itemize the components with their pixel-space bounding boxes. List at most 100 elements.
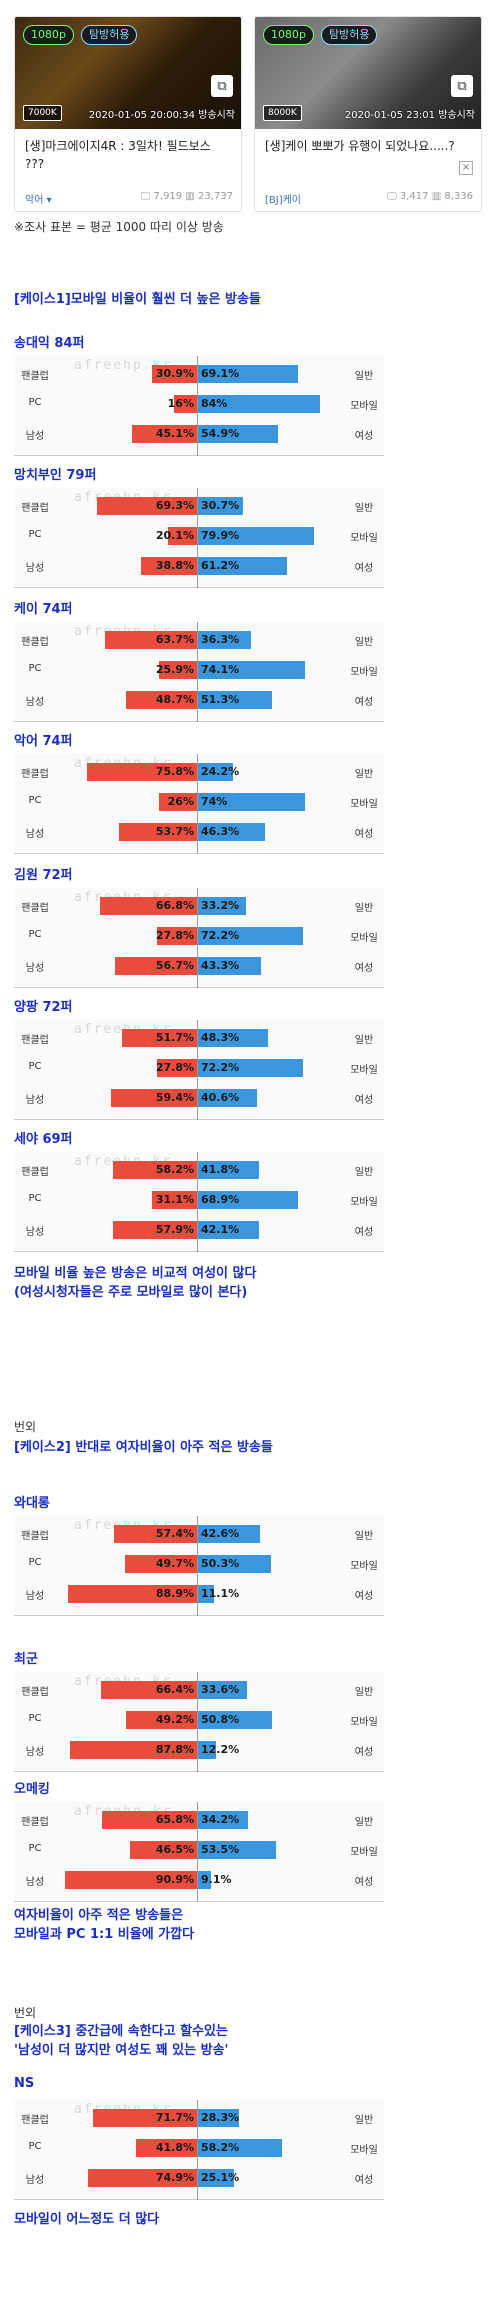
row-label-left: PC — [28, 1193, 42, 1204]
value-label-right: 74% — [201, 795, 228, 808]
row-label-left: 팬클럽 — [21, 1531, 49, 1542]
chart-row: 남성 87.8% 12.2% 여성 — [14, 1740, 384, 1760]
row-label-left: 팬클럽 — [21, 769, 49, 780]
bar-left — [104, 631, 197, 649]
chart-row: 남성 45.1% 54.9% 여성 — [14, 424, 384, 444]
row-label-left: 남성 — [25, 2175, 45, 2186]
value-label-left: 87.8% — [155, 1743, 194, 1756]
case3-pre: 번외 — [14, 2006, 37, 2020]
bar-left — [93, 2109, 197, 2127]
row-label-left: 남성 — [25, 563, 45, 574]
bar-right — [198, 1871, 212, 1889]
row-label-right: 모바일 — [350, 1561, 378, 1572]
bar-left — [129, 1841, 197, 1859]
bar-left — [110, 1089, 197, 1107]
bar-right — [198, 1161, 259, 1179]
bar-left — [87, 763, 197, 781]
row-label-right: 모바일 — [350, 1847, 378, 1858]
row-label-right: 여성 — [354, 1095, 374, 1106]
chart-row: 팬클럽 63.7% 36.3% 일반 — [14, 630, 384, 650]
ratio-chart: afreehp.kr팬클럽66.4%33.6%일반PC49.2%50.8%모바일… — [14, 1672, 384, 1772]
close-icon[interactable]: × — [459, 161, 473, 175]
value-label-right: 51.3% — [201, 693, 240, 706]
value-label-left: 25.9% — [155, 663, 194, 676]
value-label-left: 16% — [167, 397, 194, 410]
streamer-title: 악어 74퍼 — [14, 734, 73, 749]
value-label-left: 48.7% — [155, 693, 194, 706]
bar-right — [198, 1029, 269, 1047]
chart-row: 팬클럽 65.8% 34.2% 일반 — [14, 1810, 384, 1830]
bar-left — [122, 1029, 197, 1047]
chart-icon: ▥ — [431, 191, 442, 202]
bar-right — [198, 557, 287, 575]
streamer-title: 와대롱 — [14, 1496, 50, 1511]
center-axis — [197, 488, 198, 588]
bar-left — [101, 1811, 197, 1829]
row-label-right: 모바일 — [350, 1197, 378, 1208]
ratio-chart: afreehp.kr팬클럽58.2%41.8%일반PC31.1%68.9%모바일… — [14, 1152, 384, 1252]
bar-left — [113, 1525, 197, 1543]
value-label-right: 68.9% — [201, 1193, 240, 1206]
bar-right — [198, 497, 243, 515]
chart-row: 팬클럽 75.8% 24.2% 일반 — [14, 762, 384, 782]
broadcast-card[interactable]: 1080p 탐방허용 ⧉ 7000K 2020-01-05 20:00:34 방… — [14, 16, 242, 212]
bar-right — [198, 2169, 235, 2187]
center-axis — [197, 1020, 198, 1120]
chart-row: PC 49.7% 50.3% 모바일 — [14, 1554, 384, 1574]
row-label-left: 팬클럽 — [21, 1817, 49, 1828]
stats: 🖵 7,919 ▥ 23,737 — [140, 191, 233, 202]
bar-left — [140, 557, 197, 575]
value-label-right: 42.1% — [201, 1223, 240, 1236]
value-label-left: 58.2% — [155, 1163, 194, 1176]
row-label-right: 일반 — [354, 371, 374, 382]
streamer-title: 케이 74퍼 — [14, 602, 73, 617]
streamer-title: 양팡 72퍼 — [14, 1000, 73, 1015]
pip-icon[interactable]: ⧉ — [451, 75, 473, 97]
row-label-right: 모바일 — [350, 1065, 378, 1076]
card-meta: 악어 ▾ 🖵 7,919 ▥ 23,737 — [25, 191, 233, 206]
bar-left — [125, 1711, 197, 1729]
center-axis — [197, 888, 198, 988]
ratio-chart: afreehp.kr팬클럽71.7%28.3%일반PC41.8%58.2%모바일… — [14, 2100, 384, 2200]
ratio-chart: afreehp.kr팬클럽57.4%42.6%일반PC49.7%50.3%모바일… — [14, 1516, 384, 1616]
bar-right — [198, 1525, 260, 1543]
value-label-left: 65.8% — [155, 1813, 194, 1826]
row-label-left: PC — [28, 663, 42, 674]
center-axis — [197, 1672, 198, 1772]
broadcast-title[interactable]: [생]케이 뽀뽀가 유행이 되었나요.....? — [265, 139, 455, 153]
bar-left — [88, 2169, 197, 2187]
row-label-right: 모바일 — [350, 2145, 378, 2156]
conclusion-line: 모바일 비율 높은 방송은 비교적 여성이 많다 — [14, 1266, 257, 1281]
broadcast-card[interactable]: 1080p 탐방허용 ⧉ 8000K 2020-01-05 23:01 방송시작… — [254, 16, 482, 212]
row-label-left: 남성 — [25, 829, 45, 840]
broadcast-title[interactable]: [생]마크에이지4R : 3일차! 필드보스 ??? — [25, 139, 211, 171]
chart-row: 남성 56.7% 43.3% 여성 — [14, 956, 384, 976]
ratio-chart: afreehp.kr팬클럽63.7%36.3%일반PC25.9%74.1%모바일… — [14, 622, 384, 722]
bar-right — [198, 365, 299, 383]
row-label-right: 일반 — [354, 2115, 374, 2126]
conclusion-line: 여자비율이 아주 적은 방송들은 — [14, 1908, 184, 1923]
value-label-right: 69.1% — [201, 367, 240, 380]
value-label-left: 51.7% — [155, 1031, 194, 1044]
ratio-chart: afreehp.kr팬클럽66.8%33.2%일반PC27.8%72.2%모바일… — [14, 888, 384, 988]
row-label-right: 모바일 — [350, 799, 378, 810]
streamer-title: 김원 72퍼 — [14, 868, 73, 883]
row-label-left: 남성 — [25, 697, 45, 708]
author-link[interactable]: 악어 ▾ — [25, 195, 52, 206]
chart-row: PC 20.1% 79.9% 모바일 — [14, 526, 384, 546]
value-label-right: 58.2% — [201, 2141, 240, 2154]
pip-icon[interactable]: ⧉ — [211, 75, 233, 97]
row-label-left: 남성 — [25, 431, 45, 442]
streamer-title: 오메킹 — [14, 1782, 50, 1797]
row-label-right: 여성 — [354, 431, 374, 442]
value-label-left: 31.1% — [155, 1193, 194, 1206]
row-label-right: 여성 — [354, 829, 374, 840]
chevron-down-icon[interactable]: ▾ — [43, 195, 52, 206]
case2-heading: [케이스2] 반대로 여자비율이 아주 적은 방송들 — [14, 1440, 273, 1455]
row-label-left: 남성 — [25, 1227, 45, 1238]
bar-left — [119, 823, 197, 841]
value-label-right: 50.3% — [201, 1557, 240, 1570]
chart-row: PC 31.1% 68.9% 모바일 — [14, 1190, 384, 1210]
author-link[interactable]: [BJ]케이 — [265, 195, 302, 206]
bar-left — [136, 2139, 197, 2157]
